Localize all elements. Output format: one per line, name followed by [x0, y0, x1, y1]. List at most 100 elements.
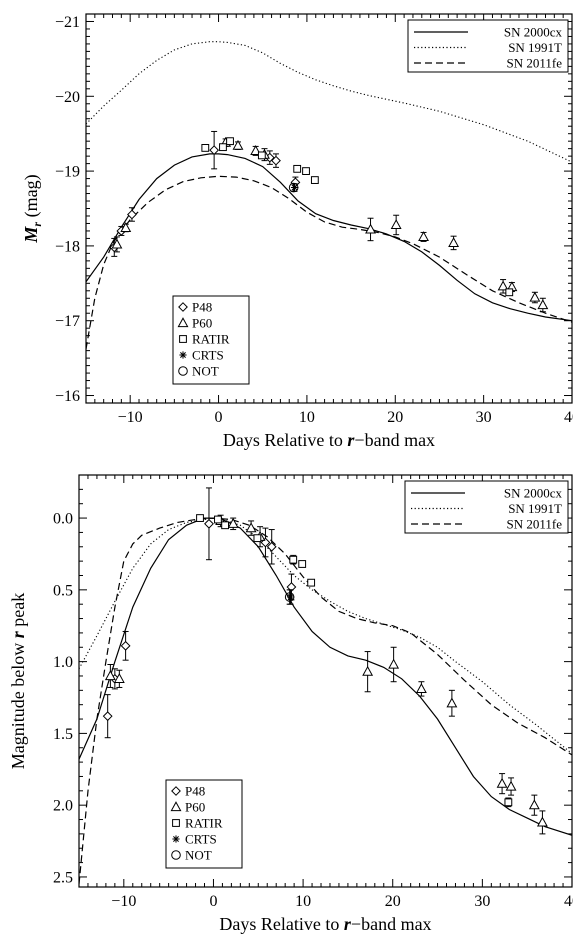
x-tick-label: 30 [474, 893, 490, 910]
x-tick-label: 10 [295, 893, 311, 910]
point-ratir [504, 798, 513, 807]
point-not [288, 182, 299, 193]
point-ratir [298, 560, 307, 568]
marker-legend-label: NOT [185, 848, 212, 863]
x-tick-label: 40 [564, 893, 573, 910]
y-tick-label: 1.5 [53, 726, 73, 743]
point-ratir [219, 143, 227, 152]
y-tick-label: −16 [55, 388, 80, 405]
y-axis-title-unit: (mag) [21, 174, 42, 221]
legend-entry-label: SN 1991T [508, 40, 562, 55]
marker-legend-symbol [170, 801, 182, 812]
line-legend-box [407, 19, 569, 73]
point-ratir [289, 555, 298, 564]
point-p60 [227, 517, 239, 528]
y-axis-title-var: M [21, 226, 41, 244]
point-p60 [388, 658, 400, 669]
point-ratir [505, 288, 514, 297]
x-tick-label: 20 [385, 893, 401, 910]
point-p60 [529, 291, 541, 302]
y-tick-label: 2.0 [53, 798, 73, 815]
point-p48 [209, 145, 220, 156]
template-curves [86, 41, 572, 350]
point-p60 [362, 665, 374, 676]
point-ratir [293, 164, 302, 173]
x-axis-title-tail: −band max [351, 914, 432, 934]
y-tick-label: 0.0 [53, 511, 73, 528]
point-not [284, 592, 295, 602]
x-tick-label: 40 [564, 409, 573, 426]
marker-legend-symbol [178, 366, 188, 376]
point-p48 [102, 711, 113, 722]
y-axis-title: Mr (mag) [21, 174, 44, 243]
marker-legend-label: NOT [192, 364, 219, 379]
point-p60 [232, 139, 244, 150]
legend-entry-label: SN 2000cx [504, 486, 563, 501]
point-ratir [257, 151, 266, 160]
x-tick-label: 0 [215, 409, 223, 426]
y-tick-label: −21 [55, 14, 80, 31]
point-crts [290, 183, 299, 192]
x-axis-title: Days Relative to r−band max [223, 430, 435, 450]
y-tick-label: −18 [55, 238, 80, 255]
x-axis-title-tail: −band max [354, 430, 435, 450]
marker-legend-symbol [171, 850, 181, 860]
series-line-sn-2000cx [86, 153, 572, 322]
x-axis-title: Days Relative to r−band max [219, 914, 431, 934]
point-ratir [201, 144, 210, 152]
panel-relative-magnitude: −100102030400.00.51.01.52.02.5SN 2000cxS… [8, 474, 573, 934]
x-axis-title-var: r [347, 430, 355, 450]
y-tick-label: 0.5 [53, 582, 73, 599]
point-ratir [310, 176, 319, 184]
point-p60 [111, 238, 123, 249]
point-ratir [253, 534, 262, 543]
point-p60 [245, 522, 257, 533]
marker-legend-label: CRTS [192, 348, 224, 363]
marker-legend-label: CRTS [185, 832, 217, 847]
series-line-sn-2011fe [86, 175, 572, 350]
point-p60 [537, 299, 549, 310]
marker-legend-symbol [179, 351, 187, 359]
point-ratir [196, 514, 204, 522]
point-p60 [497, 280, 509, 291]
marker-legend-label: P60 [192, 316, 212, 331]
point-p48 [271, 155, 281, 166]
marker-legend-label: P48 [185, 784, 205, 799]
marker-legend-label: RATIR [185, 816, 223, 831]
y-axis-title-text: Magnitude below [8, 638, 28, 769]
legend-entry-label: SN 2011fe [507, 517, 563, 532]
marker-legend-symbol [172, 819, 180, 827]
x-tick-label: 30 [476, 409, 492, 426]
photometry-points [102, 487, 548, 835]
legend-entry-label: SN 1991T [508, 501, 562, 516]
x-axis-title-text: Days Relative to [219, 914, 343, 934]
point-p60 [390, 219, 402, 230]
y-tick-label: −20 [55, 89, 80, 106]
series-line-sn-1991t [86, 41, 572, 163]
point-ratir [214, 515, 222, 524]
point-p60 [448, 237, 460, 248]
line-legend-box [404, 480, 569, 534]
marker-legend-symbol [177, 317, 189, 328]
point-ratir [307, 578, 316, 587]
y-tick-label: −17 [55, 313, 80, 330]
point-p60 [536, 816, 548, 827]
point-p60 [120, 222, 132, 233]
marker-legend-symbol [172, 835, 180, 843]
marker-legend-label: P48 [192, 300, 212, 315]
point-p48 [127, 209, 137, 220]
point-ratir [302, 167, 310, 175]
point-p48 [286, 582, 297, 592]
y-axis-title: Magnitude below r peak [8, 593, 28, 769]
point-p60 [365, 223, 376, 234]
point-p48 [120, 640, 131, 651]
x-tick-label: 10 [299, 409, 315, 426]
y-axis-title-sub: r [30, 222, 44, 227]
point-p48 [266, 541, 277, 552]
marker-legend-label: RATIR [192, 332, 230, 347]
point-p48 [204, 518, 214, 529]
